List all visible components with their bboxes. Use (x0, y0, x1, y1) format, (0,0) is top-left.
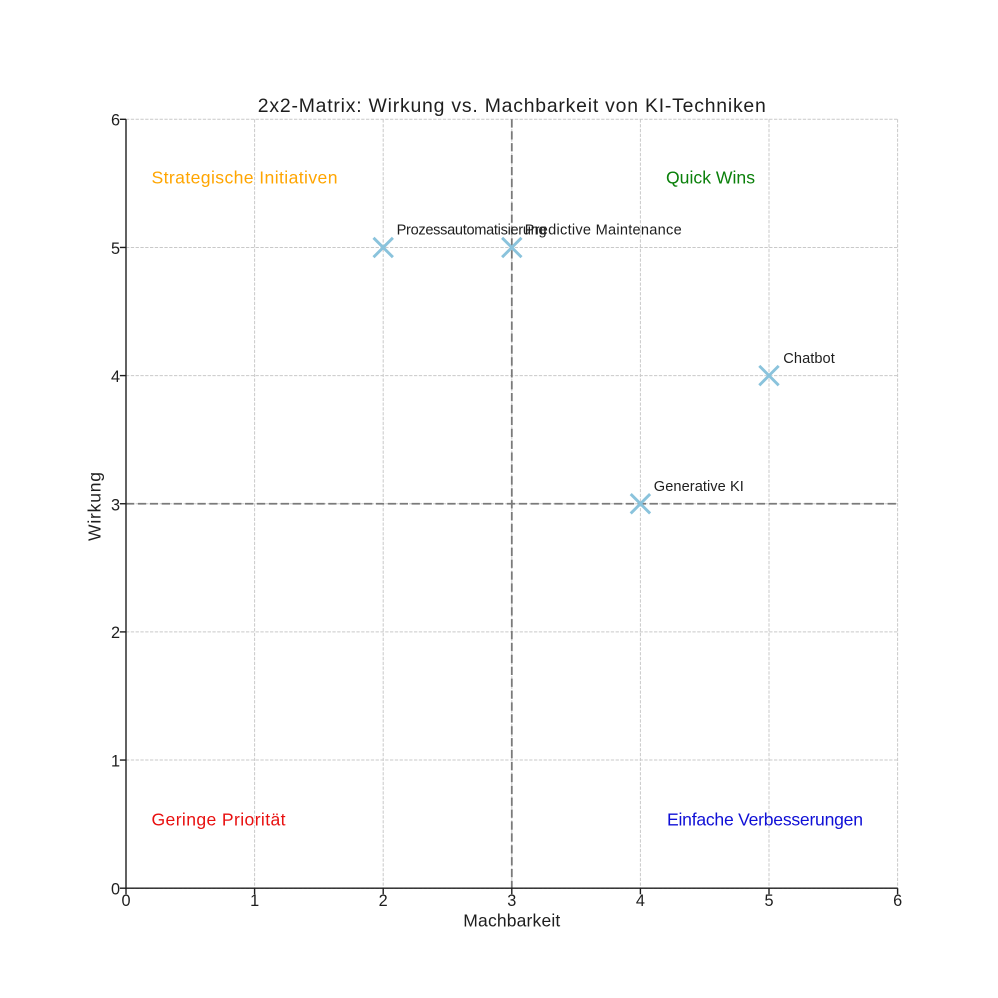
svg-text:1: 1 (111, 752, 120, 770)
svg-text:Chatbot: Chatbot (783, 351, 835, 367)
svg-text:Machbarkeit: Machbarkeit (463, 910, 560, 930)
svg-text:5: 5 (764, 892, 773, 910)
svg-text:4: 4 (111, 368, 120, 386)
svg-text:2: 2 (111, 624, 120, 642)
svg-text:1: 1 (250, 892, 259, 910)
svg-text:Prozessautomatisierung: Prozessautomatisierung (397, 223, 547, 239)
svg-text:2: 2 (379, 892, 388, 910)
svg-text:Quick Wins: Quick Wins (666, 168, 755, 188)
svg-text:2x2-Matrix: Wirkung vs. Machba: 2x2-Matrix: Wirkung vs. Machbarkeit von … (258, 95, 766, 117)
svg-text:Einfache Verbesserungen: Einfache Verbesserungen (667, 810, 863, 830)
svg-text:0: 0 (111, 881, 120, 899)
svg-text:3: 3 (507, 892, 516, 910)
svg-text:6: 6 (893, 892, 902, 910)
svg-text:Wirkung: Wirkung (85, 472, 105, 541)
svg-text:Generative KI: Generative KI (654, 479, 744, 495)
svg-text:5: 5 (111, 240, 120, 258)
svg-text:4: 4 (636, 892, 645, 910)
svg-text:Strategische Initiativen: Strategische Initiativen (152, 168, 338, 188)
svg-text:Predictive Maintenance: Predictive Maintenance (525, 223, 682, 239)
svg-text:0: 0 (121, 892, 130, 910)
svg-text:3: 3 (111, 496, 120, 514)
svg-text:6: 6 (111, 112, 120, 130)
svg-text:Geringe Priorität: Geringe Priorität (152, 810, 286, 830)
